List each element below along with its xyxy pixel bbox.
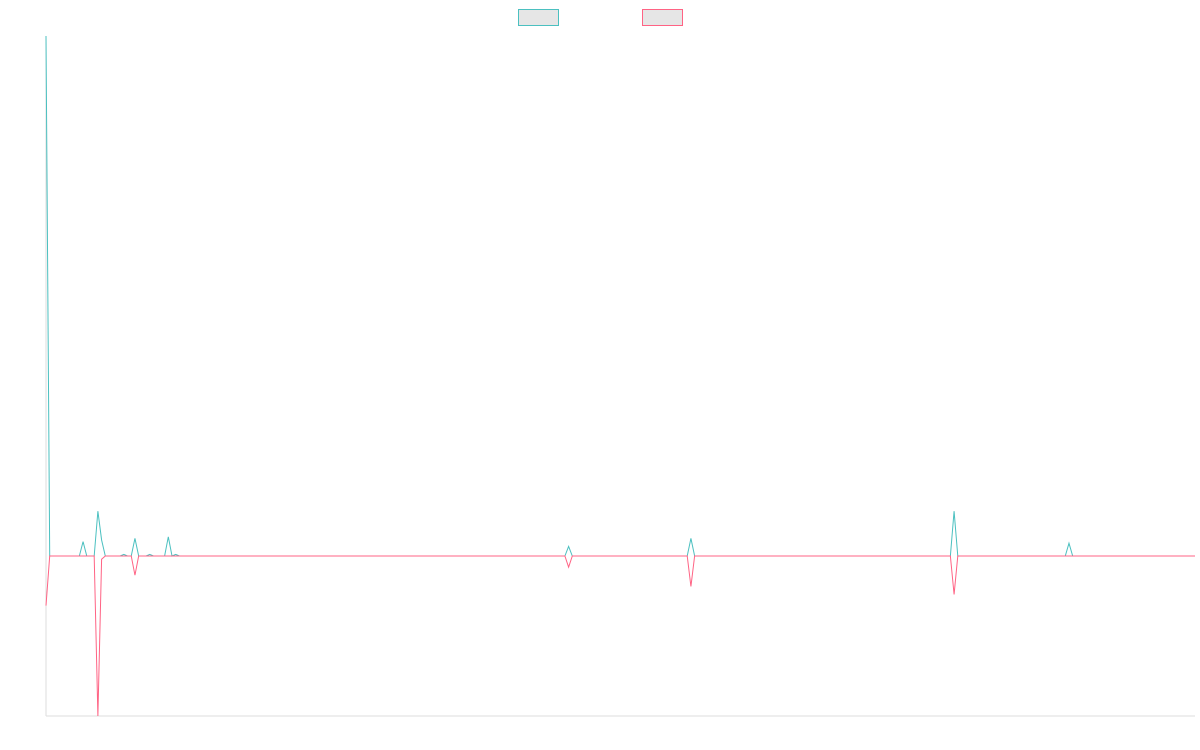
series-layer [45, 35, 1195, 717]
series-line-1 [45, 35, 1195, 557]
series-line-2 [45, 555, 1195, 717]
legend-swatch-2[interactable] [642, 9, 683, 26]
legend-swatch-1[interactable] [518, 9, 559, 26]
axes [45, 36, 1195, 717]
legend [518, 9, 683, 26]
